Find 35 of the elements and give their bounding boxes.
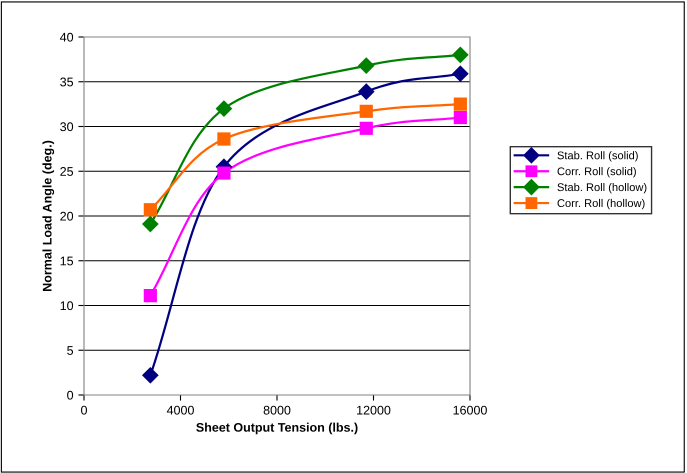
point bbox=[142, 216, 158, 232]
y-tick-label: 15 bbox=[60, 256, 74, 266]
point bbox=[144, 203, 157, 216]
x-tick-label: 4000 bbox=[166, 406, 194, 415]
y-tick-label: 10 bbox=[60, 301, 74, 310]
y-tick-label: 40 bbox=[60, 32, 74, 42]
point bbox=[217, 166, 231, 180]
x-tick-label: 16000 bbox=[454, 406, 487, 415]
y-tick-label: 35 bbox=[60, 78, 74, 86]
legend-label: Corr. Roll (hollow) bbox=[558, 198, 645, 210]
point bbox=[360, 122, 373, 135]
point bbox=[360, 104, 373, 118]
x-axis-title: Sheet Output Tension (lbs.) bbox=[196, 422, 358, 434]
y-tick-label: 30 bbox=[60, 122, 74, 132]
point bbox=[452, 66, 468, 82]
x-tick-label: 12000 bbox=[357, 406, 390, 415]
y-tick-label: 20 bbox=[60, 212, 74, 221]
legend-label: Stab. Roll (solid) bbox=[557, 151, 638, 162]
x-tick-label: 8000 bbox=[264, 406, 290, 415]
x-tick-label: 0 bbox=[81, 406, 87, 415]
y-axis-title: Normal Load Angle (deg.) bbox=[42, 140, 54, 291]
legend-label: Corr. Roll (solid) bbox=[558, 167, 636, 178]
point bbox=[452, 46, 468, 63]
y-tick-label: 5 bbox=[67, 346, 74, 355]
point bbox=[454, 110, 467, 124]
legend-label: Stab. Roll (hollow) bbox=[557, 182, 646, 194]
point bbox=[454, 98, 467, 111]
y-tick-label: 0 bbox=[67, 390, 74, 400]
point bbox=[217, 132, 231, 146]
point bbox=[144, 289, 157, 302]
point bbox=[358, 84, 374, 100]
point bbox=[216, 100, 232, 117]
y-tick-label: 25 bbox=[60, 167, 74, 176]
point bbox=[142, 367, 158, 384]
point bbox=[358, 58, 374, 74]
